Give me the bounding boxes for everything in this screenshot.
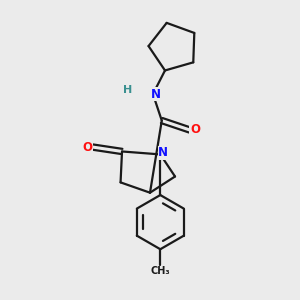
Text: O: O	[82, 141, 92, 154]
Text: N: N	[158, 146, 168, 159]
Text: H: H	[123, 85, 133, 94]
Text: CH₃: CH₃	[151, 266, 170, 276]
Text: N: N	[151, 88, 161, 100]
Text: O: O	[190, 124, 200, 136]
